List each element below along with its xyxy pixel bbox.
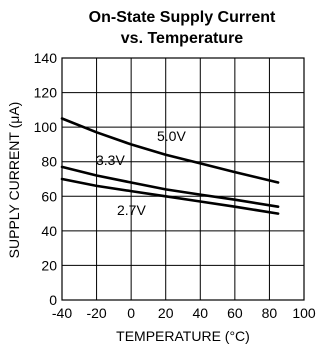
x-tick-label: 80: [262, 305, 278, 321]
y-tick-label: 80: [41, 154, 57, 170]
x-tick-label: -40: [52, 305, 72, 321]
y-tick-label: 100: [34, 119, 58, 135]
y-tick-label: 120: [34, 85, 58, 101]
x-tick-label: -20: [86, 305, 106, 321]
series-line-3.3V: [60, 165, 280, 208]
x-axis-label: TEMPERATURE (°C): [116, 328, 250, 344]
chart-title-line-1: On-State Supply Current: [89, 9, 276, 26]
y-tick-label: 0: [49, 292, 57, 308]
y-tick-label: 40: [41, 223, 57, 239]
x-tick-label: 20: [158, 305, 174, 321]
grid: [61, 57, 305, 301]
x-tick-label: 100: [292, 305, 316, 321]
series-label-3.3v: 3.3V: [96, 152, 125, 168]
series-line-5.0V: [60, 117, 280, 184]
y-tick-label: 60: [41, 188, 57, 204]
chart-title-line-2: vs. Temperature: [121, 30, 244, 47]
tick-labels: -40 -20 0 20 40 60 80 100 0 20 40 60 80 100 120 140: [34, 50, 316, 321]
x-tick-label: 40: [192, 305, 208, 321]
x-tick-label: 0: [127, 305, 135, 321]
series-label-5v: 5.0V: [157, 128, 186, 144]
series-line-2.7V: [60, 177, 280, 215]
x-tick-label: 60: [227, 305, 243, 321]
y-tick-label: 20: [41, 257, 57, 273]
y-axis-label: SUPPLY CURRENT (μA): [6, 102, 22, 259]
series-label-2.7v: 2.7V: [117, 202, 146, 218]
y-tick-label: 140: [34, 50, 58, 66]
series-lines: [60, 117, 280, 215]
